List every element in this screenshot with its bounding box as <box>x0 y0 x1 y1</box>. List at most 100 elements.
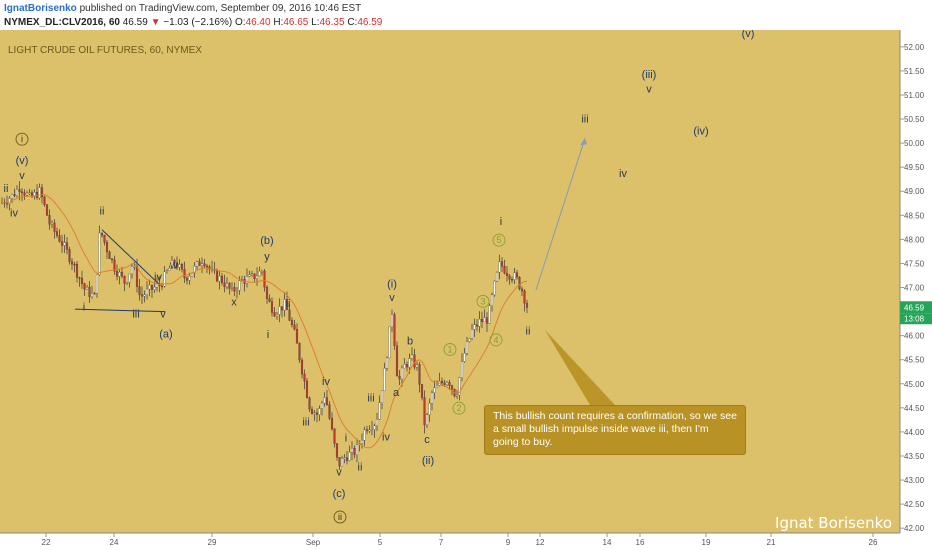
wave-label-circle <box>476 294 490 308</box>
wave-label: ii <box>526 326 531 338</box>
candle-body <box>270 301 274 313</box>
candle-body <box>15 189 19 197</box>
x-tick-label: 29 <box>208 538 217 547</box>
candle-body <box>403 364 406 369</box>
x-tick-label: 22 <box>42 538 51 547</box>
candle-body <box>495 272 499 282</box>
candle-body <box>95 274 99 294</box>
chart-header: IgnatBorisenko published on TradingView.… <box>0 0 932 30</box>
wave-label: 5 <box>496 235 501 245</box>
candle-body <box>323 397 326 404</box>
candle-body <box>303 373 306 382</box>
candle-body <box>183 269 186 279</box>
candle-body <box>413 354 416 368</box>
candle-body <box>120 272 124 277</box>
candle-body <box>23 192 26 196</box>
symbol-label: NYMEX_DL:CLV2016, 60 <box>4 17 120 28</box>
candle-body <box>58 235 61 242</box>
candle-body <box>288 309 291 321</box>
candle-body <box>458 377 461 396</box>
candle-body <box>230 287 234 289</box>
candle-body <box>70 261 74 265</box>
candle-body <box>40 187 44 198</box>
candle-body <box>348 452 351 461</box>
x-tick-label: 26 <box>869 538 878 547</box>
candle-body <box>433 387 436 393</box>
wave-label: (c) <box>333 488 346 500</box>
candle-body <box>435 385 439 388</box>
candle-body <box>233 287 236 292</box>
wave-label: ii <box>4 183 9 195</box>
callout-box: This bullish count requires a confirmati… <box>484 405 746 455</box>
candle-body <box>188 276 191 281</box>
candle-body <box>313 412 316 414</box>
countdown-label: 13:08 <box>904 314 925 323</box>
candle-body <box>110 258 114 261</box>
candle-body <box>258 271 261 277</box>
wave-label: iii <box>581 113 588 125</box>
x-tick-label: 14 <box>603 538 612 547</box>
candle-body <box>315 412 319 415</box>
candle-body <box>148 284 151 290</box>
candle-body <box>490 294 494 307</box>
candle-body <box>460 361 464 378</box>
wave-label: i <box>21 134 23 144</box>
candle-body <box>500 261 504 267</box>
wave-label: ii <box>286 298 291 310</box>
y-tick-label: 47.50 <box>904 259 925 268</box>
candle-body <box>328 404 331 419</box>
candle-body <box>525 303 529 308</box>
open-value: 46.40 <box>245 17 271 28</box>
x-tick-label: 21 <box>767 538 776 547</box>
candle-body <box>250 273 254 275</box>
candle-body <box>343 457 346 459</box>
candle-body <box>513 272 516 280</box>
candle-body <box>43 196 46 205</box>
wave-label: iv <box>322 376 330 388</box>
wave-label: (v) <box>742 30 755 40</box>
candle-body <box>353 448 356 455</box>
candle-body <box>133 266 136 268</box>
candle-body <box>285 299 289 311</box>
candle-body <box>480 318 484 322</box>
candle-body <box>13 194 16 197</box>
candle-body <box>170 260 174 269</box>
wave-label: i <box>500 216 502 228</box>
candle-body <box>140 294 144 297</box>
last-price-label: 46.59 <box>904 303 925 312</box>
wave-label: x <box>231 296 237 308</box>
wave-label: v <box>336 467 342 479</box>
candle-body <box>20 191 24 194</box>
candle-body <box>200 263 204 266</box>
y-tick-label: 43.00 <box>904 476 925 485</box>
wave-label: iv <box>10 207 18 219</box>
candle-body <box>150 284 154 290</box>
candle-body <box>55 231 59 236</box>
wave-label: i <box>345 433 347 445</box>
candle-body <box>53 222 56 232</box>
wave-label: b <box>407 335 413 347</box>
candle-body <box>278 306 281 315</box>
candle-body <box>160 285 164 288</box>
candle-body <box>505 273 509 276</box>
projection-arrow <box>535 138 586 291</box>
candle-body <box>60 241 64 246</box>
candle-body <box>305 380 309 398</box>
time-axis <box>0 533 900 550</box>
candle-body <box>238 280 241 291</box>
candle-body <box>275 314 279 317</box>
candle-body <box>310 409 314 414</box>
wave-label: v <box>389 292 395 304</box>
y-tick-label: 46.00 <box>904 332 925 341</box>
candle-body <box>100 232 104 236</box>
wave-label-circle <box>492 233 506 247</box>
x-tick-label: 7 <box>439 538 444 547</box>
candle-body <box>378 402 381 420</box>
candle-body <box>508 275 511 280</box>
candle-body <box>245 276 249 284</box>
author-link[interactable]: IgnatBorisenko <box>4 3 77 14</box>
candle-body <box>35 192 39 199</box>
price-chart[interactable]: LIGHT CRUDE OIL FUTURES, 60, NYMEX 52.00… <box>0 30 932 550</box>
wave-label: ii <box>100 205 105 217</box>
wave-label: (ii) <box>422 455 434 467</box>
